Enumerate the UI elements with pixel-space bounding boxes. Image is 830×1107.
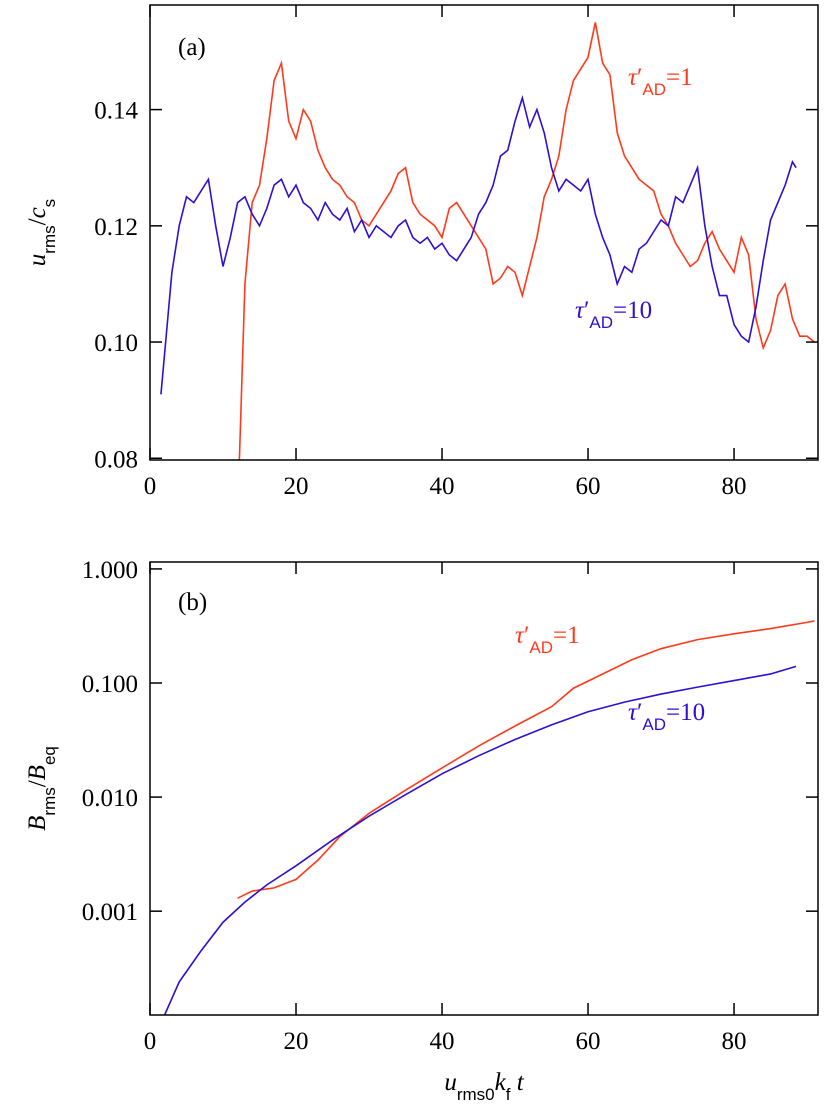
annotation: τ′AD=10 <box>628 699 705 734</box>
text-run: rms <box>40 225 59 253</box>
y-tick-label: 0.14 <box>94 98 138 125</box>
text-run: u <box>444 1069 457 1096</box>
y-tick-label: 0.010 <box>82 785 138 812</box>
text-run: =10 <box>613 297 652 324</box>
x-tick-label: 0 <box>144 473 157 500</box>
text-run: rms0 <box>457 1085 495 1104</box>
text-run: B <box>24 816 51 831</box>
plot-frame <box>149 4 819 461</box>
y-tick-label: 0.100 <box>82 671 138 698</box>
x-tick-label: 60 <box>576 473 601 500</box>
text-run: t <box>510 1069 524 1096</box>
text-run: AD <box>589 313 613 332</box>
y-axis-label: urms/cs <box>24 199 59 266</box>
text-run: rms <box>40 787 59 815</box>
data-line <box>237 620 815 899</box>
text-run: AD <box>529 638 553 657</box>
y-tick-label: 0.10 <box>94 330 138 357</box>
text-run: ′ <box>584 297 589 324</box>
text-run: B <box>24 765 51 780</box>
y-tick-label: 0.12 <box>94 214 138 241</box>
annotation: (b) <box>178 589 207 616</box>
panel: 0 20 40 60 800.080.100.120.14urms/cs(a)τ′AD=… <box>24 4 819 500</box>
text-run: / <box>24 780 51 787</box>
text-run: c <box>24 207 51 218</box>
plot-frame <box>149 561 819 1016</box>
x-tick-label: 0 <box>144 1028 157 1055</box>
data-line <box>163 665 797 1015</box>
text-run: ′ <box>637 699 642 726</box>
text-run: u <box>24 254 51 267</box>
text-run: τ <box>628 64 638 91</box>
data-line <box>160 95 797 395</box>
x-tick-label: 80 <box>722 1028 747 1055</box>
text-run: τ <box>515 622 525 649</box>
x-tick-label: 40 <box>430 1028 455 1055</box>
text-run: =10 <box>666 699 705 726</box>
text-run: s <box>40 199 59 208</box>
text-run: AD <box>642 715 666 734</box>
text-run: =1 <box>666 64 693 91</box>
x-tick-label: 20 <box>284 1028 309 1055</box>
annotation: τ′AD=10 <box>575 297 652 332</box>
text-run: (a) <box>178 34 206 61</box>
annotation: τ′AD=1 <box>515 622 580 657</box>
text-run: AD <box>642 80 666 99</box>
y-axis-label: Brms/Beq <box>24 746 59 831</box>
text-run: =1 <box>553 622 580 649</box>
x-tick-label: 40 <box>430 473 455 500</box>
text-run: ′ <box>637 64 642 91</box>
y-tick-label: 1.000 <box>82 557 138 584</box>
y-tick-label: 0.001 <box>82 899 138 926</box>
text-run: ′ <box>524 622 529 649</box>
x-tick-label: 20 <box>284 473 309 500</box>
text-run: k <box>495 1069 507 1096</box>
panel: 0 20 40 60 800.0010.0100.1001.000Brms/Bequrm… <box>24 557 819 1104</box>
text-run: τ <box>575 297 585 324</box>
text-run: f <box>506 1085 511 1104</box>
x-tick-label: 80 <box>722 473 747 500</box>
annotation: τ′AD=1 <box>628 64 693 99</box>
annotation: (a) <box>178 34 206 61</box>
text-run: τ <box>628 699 638 726</box>
text-run: eq <box>40 746 59 765</box>
text-run: (b) <box>178 589 207 616</box>
x-tick-label: 60 <box>576 1028 601 1055</box>
y-tick-label: 0.08 <box>94 446 138 473</box>
text-run: / <box>24 218 51 225</box>
data-line <box>238 22 815 460</box>
x-axis-label: urms0kf t <box>444 1069 524 1104</box>
